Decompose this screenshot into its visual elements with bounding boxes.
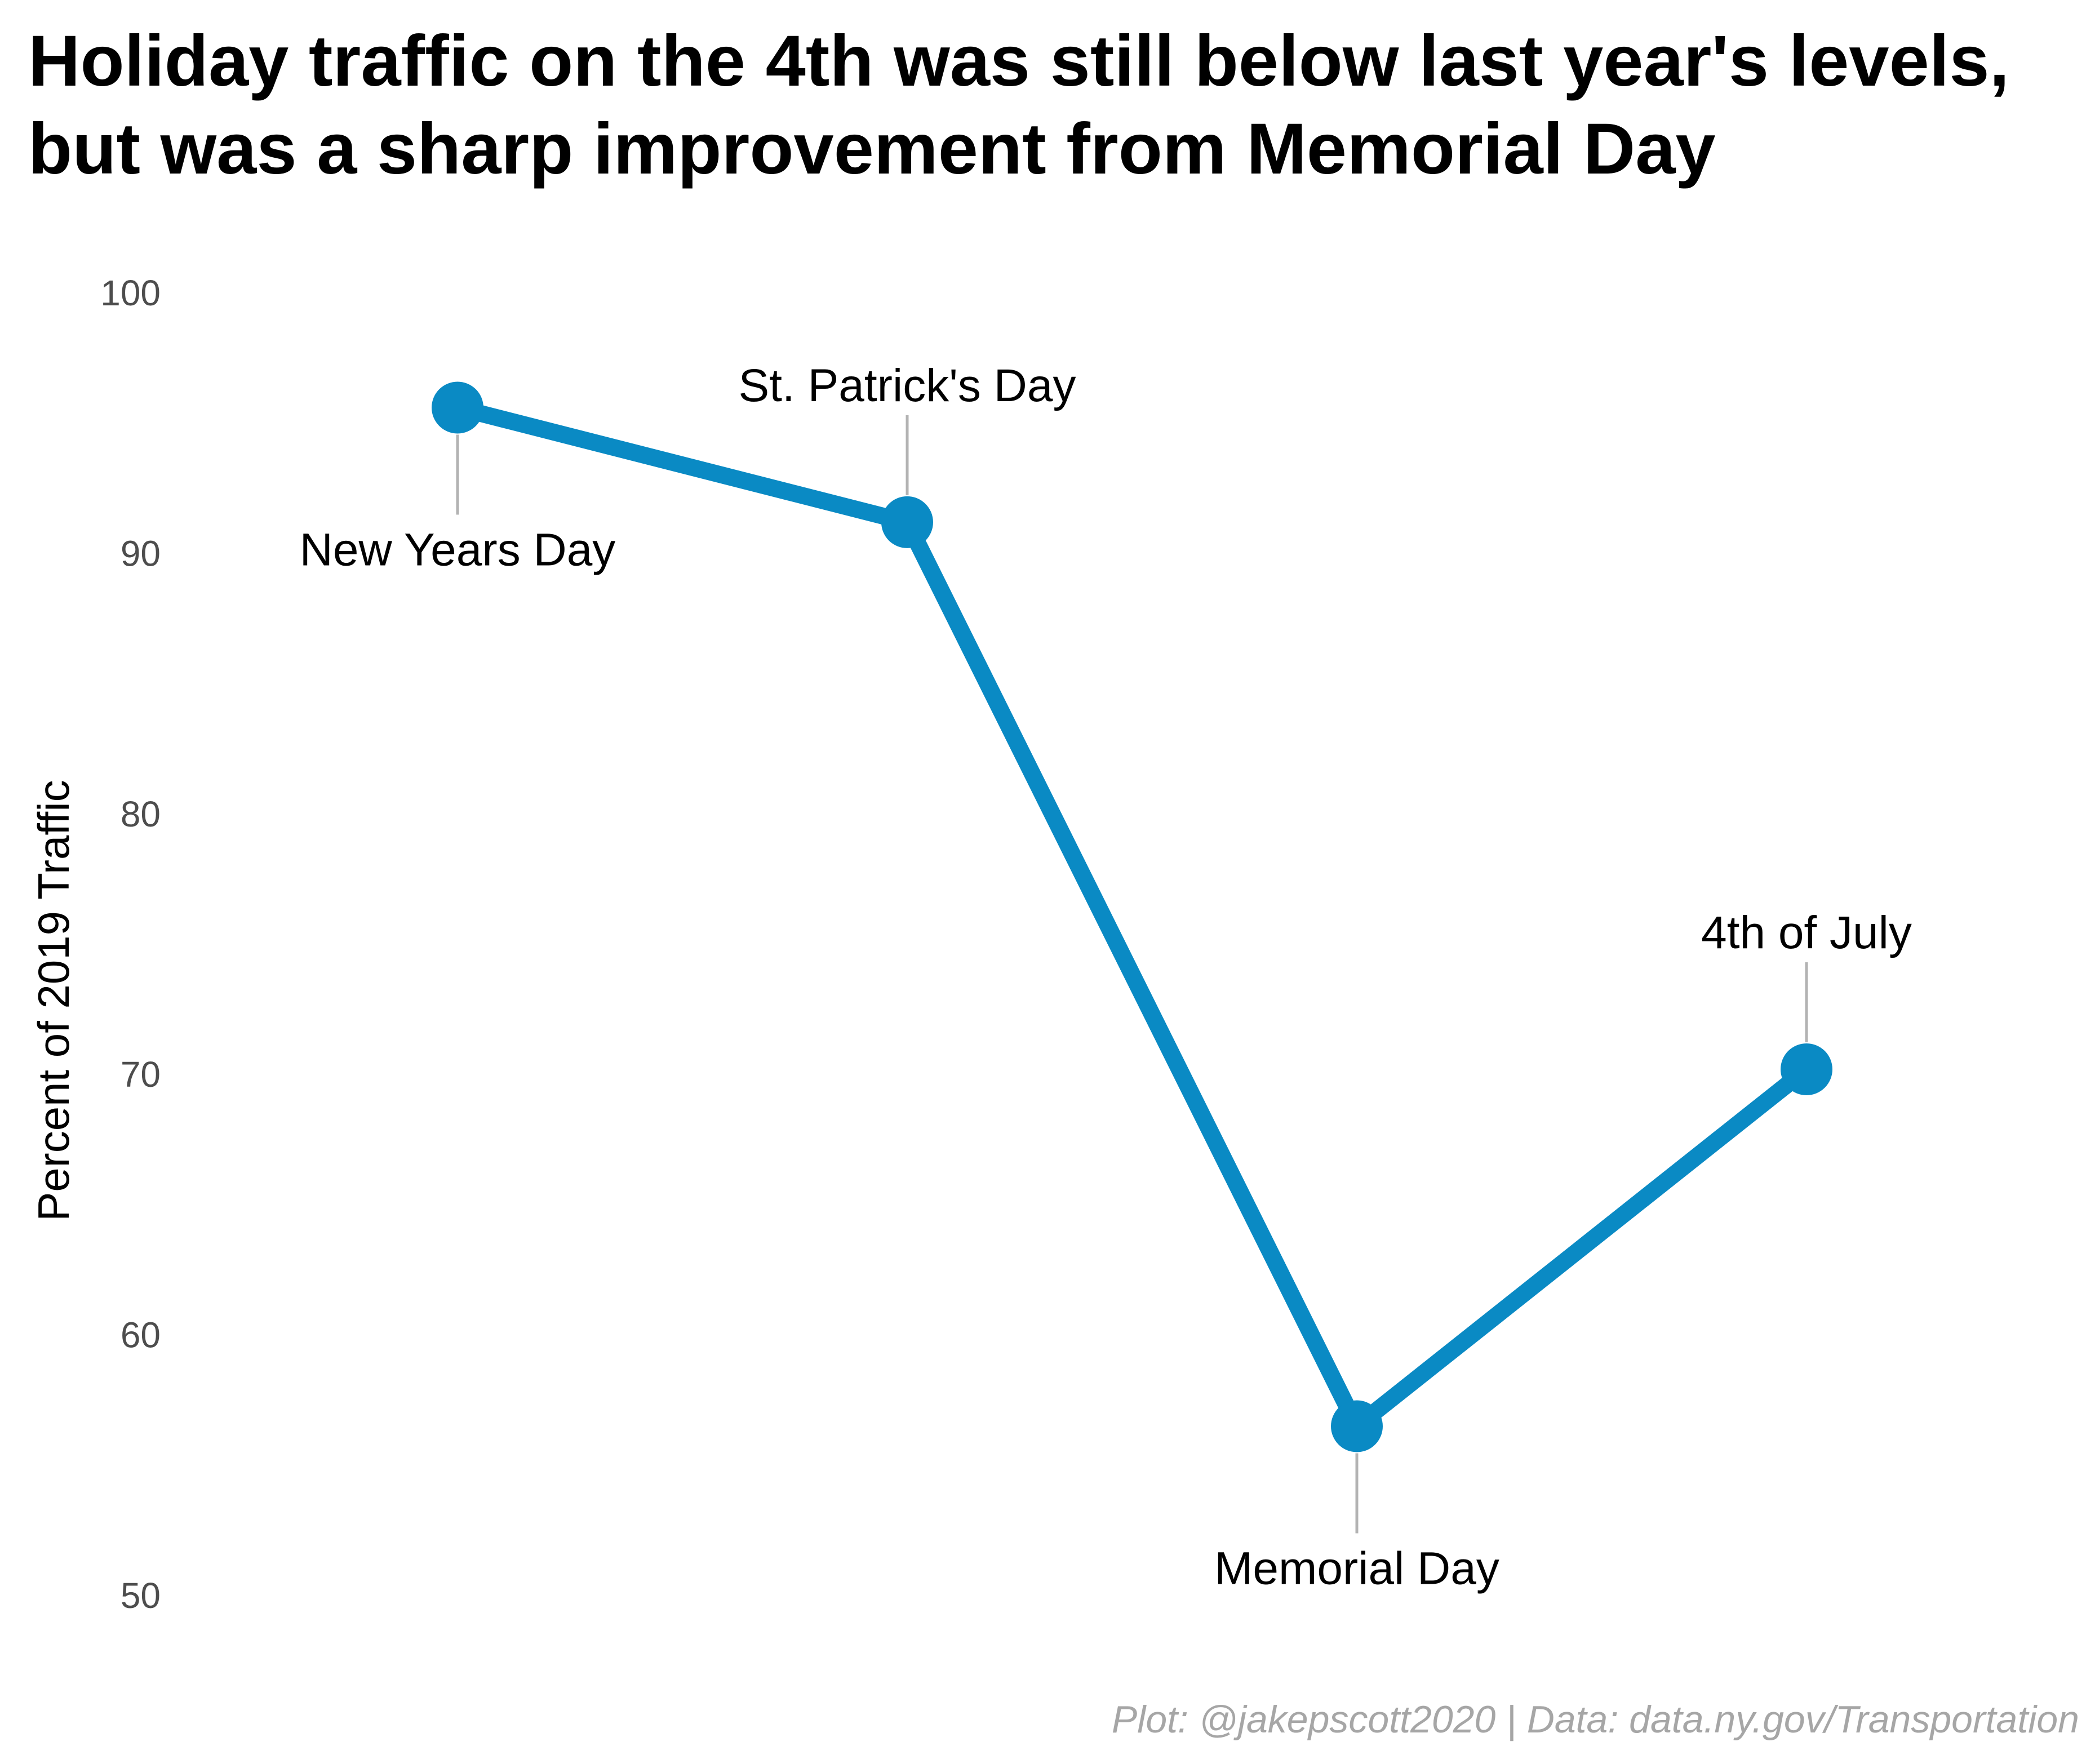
label-leader-lines bbox=[456, 415, 1808, 1534]
point-label: 4th of July bbox=[1701, 907, 1912, 958]
data-point bbox=[1331, 1400, 1383, 1452]
y-tick-label: 100 bbox=[100, 273, 161, 313]
y-tick-label: 60 bbox=[121, 1315, 161, 1356]
y-tick-label: 90 bbox=[121, 533, 161, 574]
point-label: Memorial Day bbox=[1214, 1543, 1499, 1594]
data-points bbox=[432, 381, 1832, 1452]
y-axis-tick-labels: 50 60 70 80 90 100 bbox=[100, 273, 161, 1616]
data-point bbox=[1781, 1043, 1832, 1095]
chart-title-line-2: but was a sharp improvement from Memoria… bbox=[28, 109, 1716, 189]
point-label: St. Patrick's Day bbox=[739, 360, 1076, 411]
y-tick-label: 80 bbox=[121, 794, 161, 834]
point-label: New Years Day bbox=[300, 524, 616, 575]
point-labels: New Years Day St. Patrick's Day Memorial… bbox=[300, 360, 1912, 1594]
chart-title-line-1: Holiday traffic on the 4th was still bel… bbox=[28, 21, 2009, 101]
data-point bbox=[432, 381, 483, 434]
y-tick-label: 50 bbox=[121, 1575, 161, 1616]
caption: Plot: @jakepscott2020 | Data: data.ny.go… bbox=[1112, 1698, 2079, 1741]
series-line bbox=[449, 399, 1815, 1435]
y-tick-label: 70 bbox=[121, 1054, 161, 1095]
y-axis-title: Percent of 2019 Traffic bbox=[29, 780, 78, 1221]
data-point bbox=[881, 496, 933, 548]
